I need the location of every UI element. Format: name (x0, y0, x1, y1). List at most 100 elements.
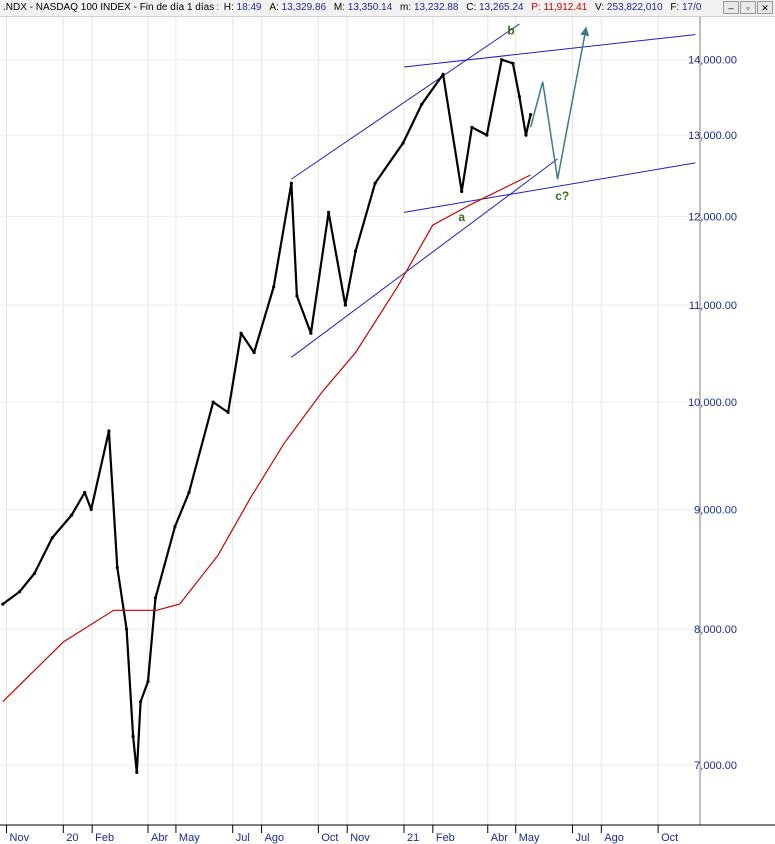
x-tick-label: 20 (66, 832, 78, 844)
price-point (173, 524, 177, 529)
price-point (295, 294, 299, 298)
price-point (226, 410, 230, 414)
low-value: 13,232.88 (413, 2, 459, 13)
x-tick-label: Jul (236, 832, 250, 844)
x-tick-label: Abr (151, 832, 168, 844)
low-label: m: (400, 2, 412, 13)
y-tick-label: 13,000.00 (688, 130, 737, 142)
x-tick-label: May (179, 832, 200, 844)
close-button[interactable]: ✕ (757, 1, 773, 14)
price-point (528, 112, 533, 117)
price-point (470, 125, 474, 129)
price-point (309, 331, 313, 335)
price-point (517, 95, 522, 99)
close-value: 13,265.24 (479, 2, 524, 13)
projection-path (529, 26, 590, 180)
price-point (239, 331, 243, 335)
volume-label: V: (595, 2, 605, 13)
price-point (89, 507, 93, 511)
wave-label: b (507, 24, 514, 38)
price-point (289, 181, 293, 185)
price-point (131, 734, 135, 739)
price-point (511, 61, 515, 65)
triangle-lower-line (403, 162, 696, 213)
x-tick-label: 21 (407, 832, 419, 844)
y-tick-label: 10,000.00 (688, 397, 737, 409)
price-point (153, 596, 158, 600)
triangle-upper-line (403, 34, 696, 68)
price-point (107, 429, 111, 433)
x-tick-label: Oct (661, 832, 678, 844)
quote-header: .NDX - NASDAQ 100 INDEX - Fin de día 1 d… (0, 0, 775, 17)
y-tick-label: 12,000.00 (688, 212, 737, 224)
minimize-button[interactable]: – (723, 1, 739, 14)
p-value: 11,912.41 (543, 2, 588, 13)
price-point (115, 565, 119, 570)
price-point (70, 513, 74, 517)
data-series (1, 26, 590, 775)
x-tick-label: Abr (491, 832, 508, 844)
x-tick-label: Nov (350, 832, 370, 844)
high-value: 13,350.14 (347, 2, 393, 13)
price-point (460, 189, 464, 194)
y-tick-label: 7,000.00 (694, 760, 737, 772)
time-value: 18:49 (236, 2, 262, 13)
price-point (485, 133, 489, 137)
price-point (524, 133, 528, 137)
price-line (2, 58, 532, 774)
x-tick-label: Nov (10, 832, 30, 844)
price-point (50, 536, 54, 540)
price-point (135, 770, 139, 775)
x-tick-label: May (519, 832, 540, 844)
x-tick-label: Oct (321, 832, 338, 844)
price-point (146, 679, 150, 684)
price-point (83, 490, 87, 495)
price-point (187, 490, 191, 495)
price-point (211, 400, 215, 404)
y-tick-label: 11,000.00 (689, 300, 737, 312)
price-point (252, 350, 256, 355)
annotations: a b c? (458, 24, 569, 224)
price-point (500, 58, 504, 62)
y-tick-label: 14,000.00 (688, 55, 737, 67)
price-point (1, 602, 5, 606)
y-tick-label: 9,000.00 (694, 504, 737, 516)
volume-value: 253,822,010 (606, 2, 663, 13)
maximize-button[interactable]: ▫ (740, 1, 756, 14)
chart-title: .NDX - NASDAQ 100 INDEX - Fin de día 1 d… (3, 2, 215, 13)
x-tick-label: Feb (436, 832, 455, 844)
price-point (441, 72, 445, 76)
time-label: H: (223, 2, 234, 13)
price-point (32, 571, 37, 576)
y-tick-label: 8,000.00 (694, 624, 737, 636)
trend-lines (291, 23, 696, 358)
price-point (17, 590, 22, 594)
high-label: M: (333, 2, 345, 13)
f-value: 17/0 (681, 2, 702, 13)
price-point (420, 102, 424, 106)
price-point (343, 303, 347, 307)
price-point (124, 627, 129, 631)
price-point (373, 181, 377, 185)
x-tick-label: Feb (95, 832, 114, 844)
y-axis: 7,000.00 8,000.00 9,000.00 10,000.00 11,000.… (688, 55, 737, 772)
price-point (326, 210, 331, 214)
price-point (138, 700, 143, 704)
x-tick-label: Ago (604, 832, 624, 844)
channel-lower-line (291, 158, 558, 358)
open-value: 13,329.86 (281, 2, 327, 13)
f-label: F: (670, 2, 680, 13)
x-tick-label: Jul (575, 832, 589, 844)
x-axis: Nov 20 Feb Abr May Jul Ago Oct Nov 21 Feb Abr May Jul… (0, 17, 775, 844)
wave-label: c? (555, 189, 569, 203)
price-point (401, 141, 405, 145)
channel-upper-line (291, 23, 520, 180)
moving-average-line (2, 174, 531, 703)
wave-label: a (458, 210, 465, 224)
p-label: P: (531, 2, 541, 13)
close-label: C: (466, 2, 477, 13)
x-tick-label: Ago (265, 832, 285, 844)
grid (0, 17, 700, 825)
